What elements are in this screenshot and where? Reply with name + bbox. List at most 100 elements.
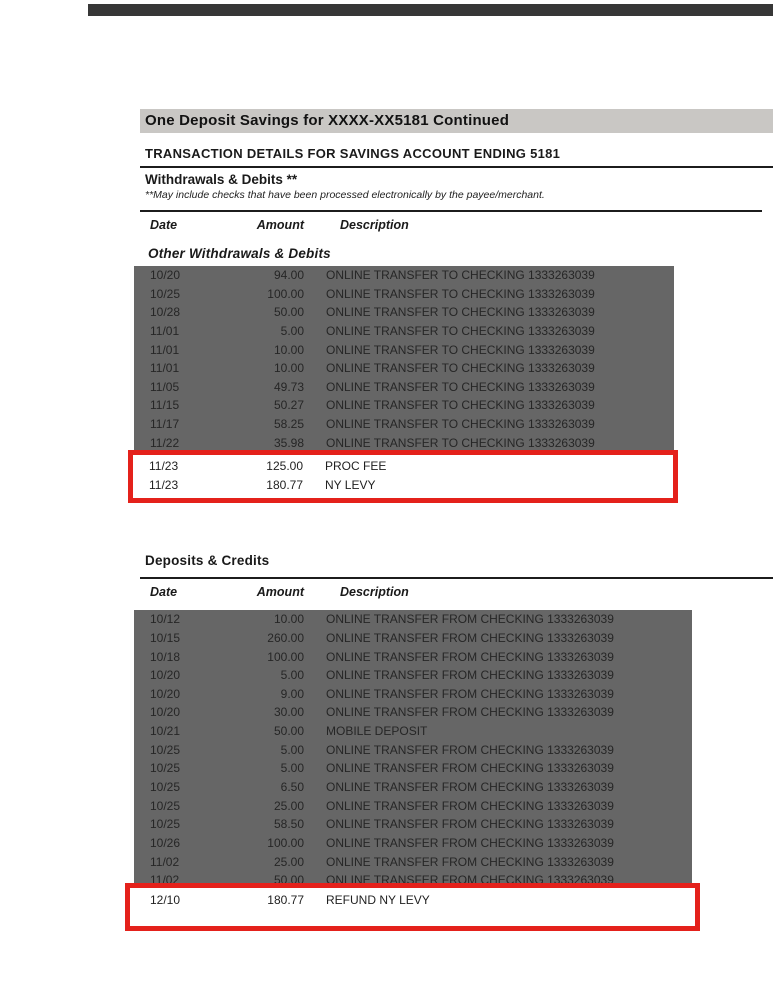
- amount-cell: 100.00: [267, 649, 304, 664]
- amount-column-header: Amount: [256, 218, 304, 232]
- description-cell: ONLINE TRANSFER FROM CHECKING 1333263039: [326, 649, 614, 664]
- date-cell: 11/17: [150, 417, 180, 432]
- table-row: 11/05 49.73 ONLINE TRANSFER TO CHECKING 13…: [134, 378, 674, 397]
- date-cell: 10/20: [150, 268, 181, 282]
- date-column-header: Date: [150, 585, 178, 600]
- table-row: 11/17 58.25 ONLINE TRANSFER TO CHECKING 13…: [134, 415, 674, 434]
- table-row: 10/20 30.00 ONLINE TRANSFER FROM CHECKING …: [134, 703, 692, 722]
- amount-cell: 180.77: [267, 893, 304, 908]
- date-cell: 12/10: [150, 893, 181, 908]
- deposits-section-title: Deposits & Credits: [145, 553, 270, 569]
- table-row: 10/12 10.00 ONLINE TRANSFER FROM CHECKING …: [134, 610, 692, 629]
- date-cell: 11/01: [150, 323, 180, 338]
- deposits-highlighted-rows-block: 10/12 10.00 ONLINE TRANSFER FROM CHECKING …: [134, 610, 692, 884]
- amount-cell: 35.98: [273, 435, 304, 450]
- description-cell: MOBILE DEPOSIT: [326, 724, 428, 739]
- amount-cell: 100.00: [267, 835, 304, 850]
- date-cell: 10/25: [150, 742, 181, 757]
- date-cell: 10/25: [150, 798, 181, 813]
- date-cell: 10/25: [150, 286, 181, 301]
- amount-cell: 10.00: [273, 342, 304, 357]
- table-row: 11/01 5.00 ONLINE TRANSFER TO CHECKING 133…: [134, 322, 674, 341]
- annotation-box-withdrawal-fees: 11/23 125.00 PROC FEE 11/23 180.77 NY LEVY: [128, 450, 678, 504]
- divider: [140, 577, 773, 580]
- amount-cell: 125.00: [266, 459, 303, 473]
- amount-cell: 25.00: [273, 854, 304, 869]
- date-cell: 10/26: [150, 835, 181, 850]
- description-cell: ONLINE TRANSFER FROM CHECKING 1333263039: [326, 612, 614, 627]
- table-row: 11/23 125.00 PROC FEE: [133, 457, 673, 476]
- date-cell: 10/20: [150, 686, 181, 701]
- amount-cell: 5.00: [280, 742, 304, 757]
- date-cell: 10/12: [150, 612, 181, 627]
- withdrawals-footnote: **May include checks that have been proc…: [145, 189, 545, 201]
- amount-cell: 49.73: [273, 379, 304, 394]
- date-cell: 11/22: [150, 435, 180, 450]
- date-cell: 10/15: [150, 630, 181, 645]
- table-row: 11/02 25.00 ONLINE TRANSFER FROM CHECKING …: [134, 853, 692, 872]
- description-cell: ONLINE TRANSFER TO CHECKING 1333263039: [326, 286, 595, 301]
- description-cell: ONLINE TRANSFER TO CHECKING 1333263039: [326, 268, 595, 282]
- withdrawals-section-title: Withdrawals & Debits **: [145, 172, 298, 187]
- amount-cell: 10.00: [273, 612, 304, 627]
- amount-cell: 94.00: [273, 268, 304, 282]
- description-cell: ONLINE TRANSFER FROM CHECKING 1333263039: [326, 817, 614, 832]
- date-cell: 10/20: [150, 668, 181, 683]
- table-row: 10/20 5.00 ONLINE TRANSFER FROM CHECKING 1…: [134, 666, 692, 685]
- description-cell: ONLINE TRANSFER FROM CHECKING 1333263039: [326, 705, 614, 720]
- table-row: 11/02 50.00 ONLINE TRANSFER FROM CHECKING …: [134, 871, 692, 883]
- amount-cell: 50.00: [273, 305, 304, 320]
- amount-cell: 50.27: [273, 398, 304, 413]
- date-cell: 10/25: [150, 761, 181, 776]
- table-row: 12/10 180.77 REFUND NY LEVY: [134, 891, 695, 910]
- amount-cell: 6.50: [280, 780, 304, 795]
- description-column-header: Description: [340, 585, 409, 600]
- description-cell: ONLINE TRANSFER FROM CHECKING 1333263039: [326, 630, 614, 645]
- amount-cell: 50.00: [273, 873, 304, 884]
- deposits-column-headers: Date Amount Description: [134, 585, 773, 600]
- date-cell: 11/15: [150, 398, 180, 413]
- amount-cell: 9.00: [280, 686, 304, 701]
- amount-cell: 50.00: [273, 724, 304, 739]
- bank-statement-page: One Deposit Savings for XXXX-XX5181 Cont…: [125, 109, 773, 931]
- amount-cell: 5.00: [280, 761, 304, 776]
- transaction-details-title: TRANSACTION DETAILS FOR SAVINGS ACCOUNT …: [145, 146, 561, 161]
- amount-cell: 58.25: [273, 417, 304, 432]
- amount-cell: 180.77: [266, 477, 303, 492]
- table-row: 10/25 6.50 ONLINE TRANSFER FROM CHECKING 1…: [134, 778, 692, 797]
- amount-cell: 30.00: [273, 705, 304, 720]
- date-column-header: Date: [150, 218, 178, 232]
- description-cell: ONLINE TRANSFER TO CHECKING 1333263039: [326, 417, 595, 432]
- divider: [140, 166, 773, 168]
- table-row: 11/22 35.98 ONLINE TRANSFER TO CHECKING 13…: [134, 434, 674, 453]
- withdrawals-column-headers: Date Amount Description: [134, 218, 773, 233]
- table-row: 10/15 260.00 ONLINE TRANSFER FROM CHECKING…: [134, 629, 692, 648]
- description-cell: ONLINE TRANSFER TO CHECKING 1333263039: [326, 305, 595, 320]
- description-column-header: Description: [340, 218, 409, 232]
- table-row: 11/23 180.77 NY LEVY: [133, 476, 673, 495]
- description-cell: ONLINE TRANSFER FROM CHECKING 1333263039: [326, 780, 614, 795]
- table-row: 11/15 50.27 ONLINE TRANSFER TO CHECKING 13…: [134, 396, 674, 415]
- amount-cell: 100.00: [267, 286, 304, 301]
- description-cell: ONLINE TRANSFER TO CHECKING 1333263039: [326, 323, 595, 338]
- table-row: 10/21 50.00 MOBILE DEPOSIT: [134, 722, 692, 741]
- date-cell: 11/01: [150, 361, 180, 376]
- table-row: 11/01 10.00 ONLINE TRANSFER TO CHECKING 13…: [134, 341, 674, 360]
- amount-cell: 10.00: [273, 361, 304, 376]
- table-row: 10/25 25.00 ONLINE TRANSFER FROM CHECKING …: [134, 797, 692, 816]
- description-cell: ONLINE TRANSFER TO CHECKING 1333263039: [326, 435, 595, 450]
- date-cell: 11/23: [149, 459, 179, 473]
- table-row: 10/28 50.00 ONLINE TRANSFER TO CHECKING 13…: [134, 303, 674, 322]
- amount-cell: 5.00: [280, 668, 304, 683]
- table-row: 11/01 10.00 ONLINE TRANSFER TO CHECKING 13…: [134, 359, 674, 378]
- table-row: 10/26 100.00 ONLINE TRANSFER FROM CHECKING…: [134, 834, 692, 853]
- date-cell: 10/28: [150, 305, 181, 320]
- description-cell: ONLINE TRANSFER FROM CHECKING 1333263039: [326, 835, 614, 850]
- description-cell: PROC FEE: [325, 459, 387, 473]
- description-cell: ONLINE TRANSFER FROM CHECKING 1333263039: [326, 798, 614, 813]
- other-withdrawals-group-title: Other Withdrawals & Debits: [148, 246, 331, 261]
- divider: [140, 210, 762, 212]
- table-row: 10/25 5.00 ONLINE TRANSFER FROM CHECKING 1…: [134, 741, 692, 760]
- withdrawals-highlighted-rows-block: 10/20 94.00 ONLINE TRANSFER TO CHECKING 13…: [134, 266, 674, 454]
- amount-cell: 25.00: [273, 798, 304, 813]
